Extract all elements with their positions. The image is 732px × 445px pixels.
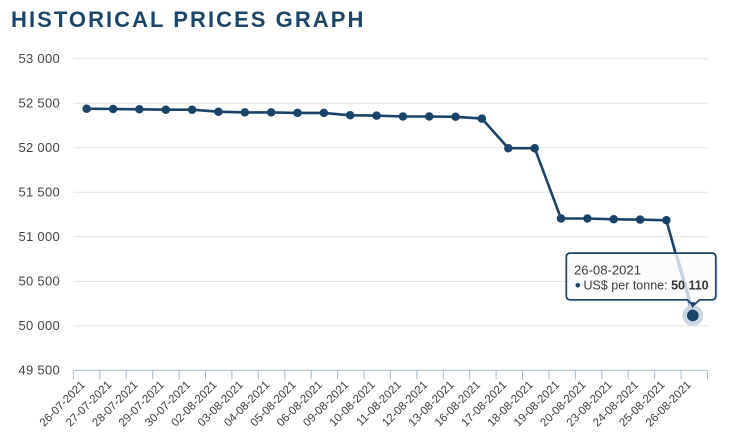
svg-text:51 000: 51 000 — [18, 229, 60, 244]
svg-text:49 500: 49 500 — [18, 363, 60, 378]
svg-text:50 000: 50 000 — [18, 318, 60, 333]
svg-text:50 500: 50 500 — [18, 274, 60, 289]
svg-text:26-08-2021: 26-08-2021 — [574, 263, 641, 278]
svg-text:52 500: 52 500 — [18, 96, 60, 111]
svg-text:HISTORICAL PRICES GRAPH: HISTORICAL PRICES GRAPH — [11, 7, 365, 32]
svg-text:US$ per tonne: 50 110: US$ per tonne: 50 110 — [584, 279, 709, 293]
svg-text:53 000: 53 000 — [18, 51, 60, 66]
svg-text:52 000: 52 000 — [18, 140, 60, 155]
svg-text:51 500: 51 500 — [18, 185, 60, 200]
